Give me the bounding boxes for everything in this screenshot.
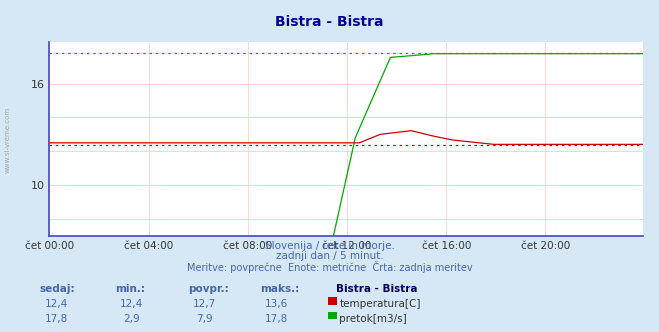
Text: 12,7: 12,7: [192, 299, 216, 309]
Text: 2,9: 2,9: [123, 314, 140, 324]
Text: min.:: min.:: [115, 284, 146, 294]
Text: 17,8: 17,8: [265, 314, 289, 324]
Text: 7,9: 7,9: [196, 314, 213, 324]
Text: 17,8: 17,8: [44, 314, 68, 324]
Text: 13,6: 13,6: [265, 299, 289, 309]
Text: www.si-vreme.com: www.si-vreme.com: [5, 106, 11, 173]
Text: Bistra - Bistra: Bistra - Bistra: [275, 15, 384, 29]
Text: Meritve: povprečne  Enote: metrične  Črta: zadnja meritev: Meritve: povprečne Enote: metrične Črta:…: [186, 261, 473, 273]
Text: 12,4: 12,4: [120, 299, 144, 309]
Text: pretok[m3/s]: pretok[m3/s]: [339, 314, 407, 324]
Text: sedaj:: sedaj:: [40, 284, 75, 294]
Text: Slovenija / reke in morje.: Slovenija / reke in morje.: [264, 241, 395, 251]
Text: zadnji dan / 5 minut.: zadnji dan / 5 minut.: [275, 251, 384, 261]
Text: maks.:: maks.:: [260, 284, 300, 294]
Text: povpr.:: povpr.:: [188, 284, 229, 294]
Text: 12,4: 12,4: [44, 299, 68, 309]
Text: temperatura[C]: temperatura[C]: [339, 299, 421, 309]
Text: Bistra - Bistra: Bistra - Bistra: [336, 284, 418, 294]
